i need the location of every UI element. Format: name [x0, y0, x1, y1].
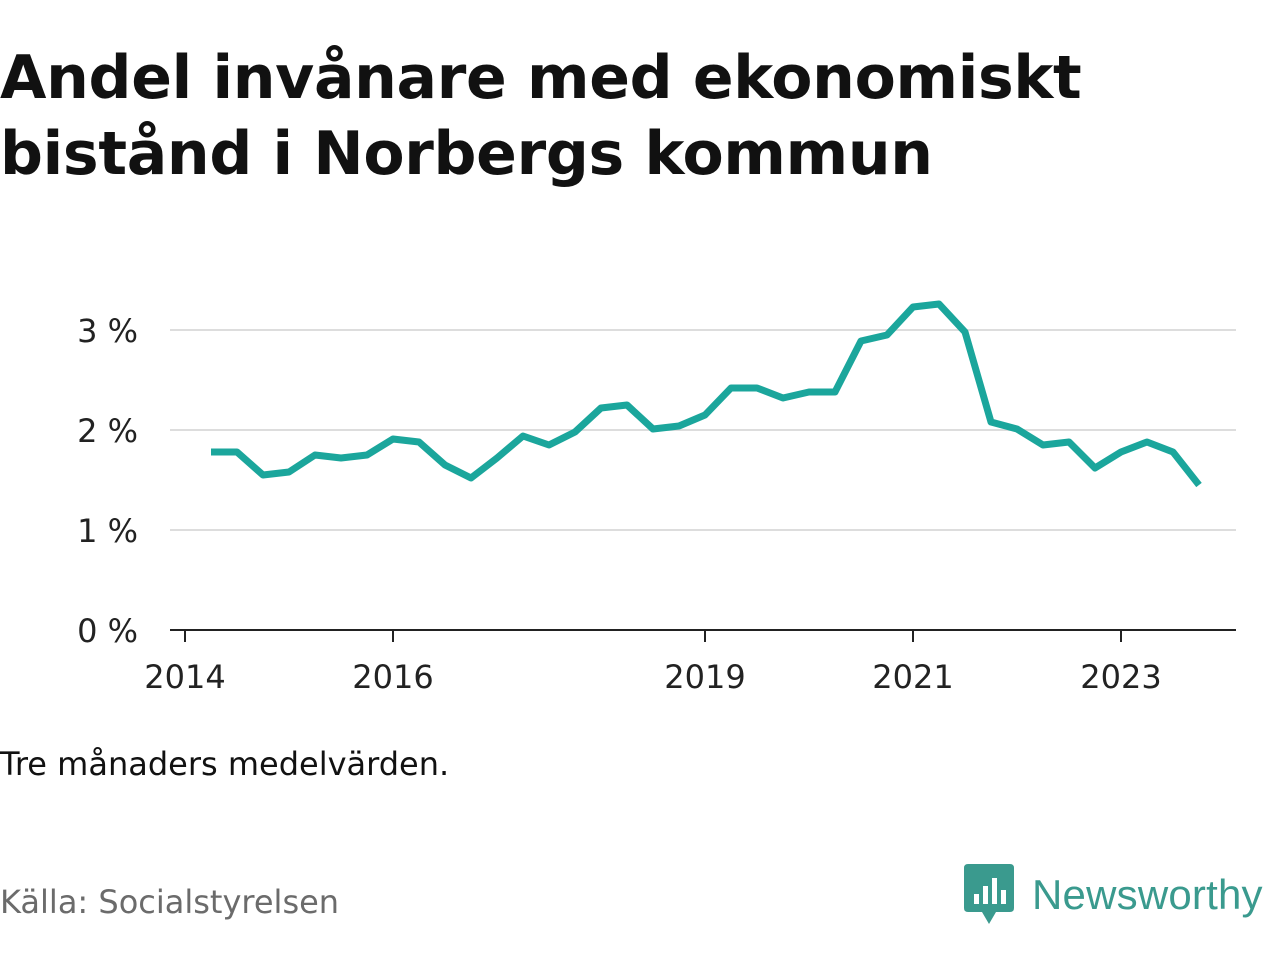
x-tick-label: 2021 — [872, 658, 953, 696]
y-tick-label: 2 % — [77, 412, 138, 450]
gridlines — [170, 329, 1236, 531]
x-tick-label: 2016 — [352, 658, 433, 696]
source-credit: Källa: Socialstyrelsen — [0, 883, 340, 921]
y-axis: 0 % 1 % 2 % 3 % — [77, 312, 138, 650]
x-tick-label: 2023 — [1080, 658, 1161, 696]
y-tick-label: 0 % — [77, 612, 138, 650]
newsworthy-logo-icon — [964, 864, 1014, 924]
x-tick-label: 2019 — [664, 658, 745, 696]
brand-name: Newsworthy — [1032, 871, 1263, 918]
series — [211, 300, 1202, 488]
y-tick-label: 1 % — [77, 512, 138, 550]
y-tick-label: 3 % — [77, 312, 138, 350]
x-tick-label: 2014 — [144, 658, 225, 696]
chart-note: Tre månaders medelvärden. — [0, 745, 450, 783]
chart-title: Andel invånare med ekonomiskt bistånd i … — [0, 43, 1082, 189]
series-line — [211, 300, 1202, 488]
newsworthy-logo: Newsworthy — [964, 862, 1263, 928]
x-axis: 2014 2016 2019 2021 2023 — [144, 629, 1236, 696]
